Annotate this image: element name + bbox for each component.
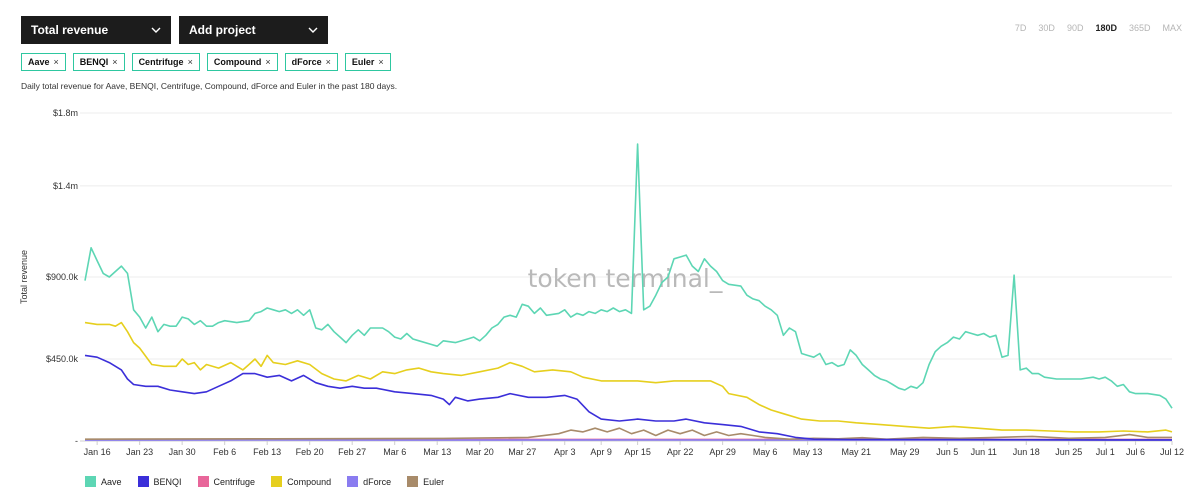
- y-tick-label: -: [75, 436, 78, 446]
- x-tick-label: Apr 3: [554, 447, 576, 457]
- legend-item-benqi[interactable]: BENQI: [137, 476, 182, 487]
- x-tick-label: May 21: [841, 447, 871, 457]
- x-tick-label: Jun 25: [1055, 447, 1082, 457]
- legend-item-aave[interactable]: Aave: [85, 476, 122, 487]
- chip-label: Euler: [351, 57, 375, 67]
- x-tick-label: Apr 22: [667, 447, 694, 457]
- close-icon[interactable]: ×: [325, 57, 331, 67]
- revenue-line-chart: token terminal_ - $450.0k $900.0k $1.4m $1.8…: [19, 108, 1184, 457]
- x-tick-label: Mar 27: [508, 447, 536, 457]
- series-line-compound[interactable]: [84, 321, 1173, 433]
- x-tick-label: Mar 6: [383, 447, 406, 457]
- x-axis-ticks: Jan 16 Jan 23 Jan 30 Feb 6 Feb 13 Feb 20 Feb 2…: [84, 441, 1184, 457]
- x-tick-label: Jul 12: [1160, 447, 1184, 457]
- series-line-euler[interactable]: [84, 427, 1172, 441]
- series-lines: [84, 143, 1173, 441]
- chip-centrifuge[interactable]: Centrifuge ×: [131, 53, 200, 71]
- chip-label: Centrifuge: [138, 57, 184, 67]
- legend-swatch: [407, 476, 419, 487]
- chip-euler[interactable]: Euler ×: [344, 53, 391, 71]
- add-project-dropdown[interactable]: Add project: [179, 16, 328, 44]
- project-chips: Aave × BENQI × Centrifuge × Compound × dForc…: [21, 53, 391, 71]
- chip-aave[interactable]: Aave ×: [21, 53, 66, 71]
- x-tick-label: Jan 30: [169, 447, 196, 457]
- x-tick-label: Jun 11: [971, 447, 997, 457]
- x-tick-label: Jan 16: [84, 447, 111, 457]
- chip-dforce[interactable]: dForce ×: [284, 53, 338, 71]
- x-tick-label: Jan 23: [126, 447, 153, 457]
- close-icon[interactable]: ×: [53, 57, 59, 67]
- range-90d[interactable]: 90D: [1066, 23, 1084, 33]
- range-180d[interactable]: 180D: [1095, 23, 1117, 33]
- close-icon[interactable]: ×: [187, 57, 193, 67]
- x-tick-label: May 29: [890, 447, 920, 457]
- x-tick-label: Jun 18: [1013, 447, 1040, 457]
- x-tick-label: Apr 15: [624, 447, 651, 457]
- y-axis-ticks: - $450.0k $900.0k $1.4m $1.8m: [46, 108, 79, 446]
- add-project-label: Add project: [189, 23, 256, 37]
- x-tick-label: Feb 13: [253, 447, 281, 457]
- y-tick-label: $1.8m: [53, 108, 78, 118]
- legend-label: Centrifuge: [213, 476, 256, 487]
- x-tick-label: Feb 6: [213, 447, 236, 457]
- legend-swatch: [137, 476, 149, 487]
- grid-lines: [80, 112, 1172, 442]
- y-tick-label: $450.0k: [46, 354, 79, 364]
- legend-label: Compound: [287, 476, 332, 487]
- legend-label: dForce: [363, 476, 392, 487]
- chip-label: dForce: [291, 57, 322, 67]
- legend-swatch: [85, 476, 96, 487]
- legend-swatch: [197, 476, 209, 487]
- range-7d[interactable]: 7D: [1014, 23, 1027, 33]
- chevron-down-icon: [151, 27, 161, 33]
- close-icon[interactable]: ×: [378, 57, 384, 67]
- x-tick-label: Apr 29: [709, 447, 736, 457]
- y-tick-label: $900.0k: [46, 272, 79, 282]
- series-line-benqi[interactable]: [84, 354, 1172, 441]
- range-max[interactable]: MAX: [1162, 23, 1182, 33]
- x-tick-label: Jun 5: [936, 447, 958, 457]
- x-tick-label: Jul 1: [1096, 447, 1115, 457]
- legend-swatch: [347, 476, 359, 487]
- close-icon[interactable]: ×: [112, 57, 118, 67]
- x-tick-label: Apr 9: [590, 447, 612, 457]
- x-tick-label: Jul 6: [1126, 447, 1145, 457]
- series-line-aave[interactable]: [84, 143, 1173, 409]
- legend-item-compound[interactable]: Compound: [271, 476, 331, 487]
- chip-label: BENQI: [79, 57, 109, 67]
- x-tick-label: May 13: [793, 447, 823, 457]
- legend-item-euler[interactable]: Euler: [407, 476, 444, 487]
- watermark: token terminal_: [528, 264, 723, 293]
- time-range-selector: 7D 30D 90D 180D 365D MAX: [1009, 23, 1188, 33]
- y-tick-label: $1.4m: [53, 181, 78, 191]
- legend-item-dforce[interactable]: dForce: [347, 476, 391, 487]
- metric-dropdown-label: Total revenue: [31, 23, 109, 37]
- close-icon[interactable]: ×: [265, 57, 271, 67]
- x-tick-label: Mar 13: [423, 447, 451, 457]
- chip-compound[interactable]: Compound ×: [206, 53, 278, 71]
- chip-label: Aave: [28, 57, 50, 67]
- range-365d[interactable]: 365D: [1128, 23, 1151, 33]
- legend-label: Euler: [423, 476, 445, 487]
- legend-item-centrifuge[interactable]: Centrifuge: [197, 476, 256, 487]
- y-axis-label: Total revenue: [19, 250, 29, 304]
- chart-legend: Aave BENQI Centrifuge Compound dForce Eu…: [85, 476, 444, 487]
- metric-dropdown[interactable]: Total revenue: [21, 16, 171, 44]
- legend-swatch: [271, 476, 283, 487]
- chip-benqi[interactable]: BENQI ×: [72, 53, 125, 71]
- x-tick-label: Mar 20: [466, 447, 494, 457]
- legend-label: BENQI: [153, 476, 182, 487]
- range-30d[interactable]: 30D: [1038, 23, 1055, 33]
- x-tick-label: Feb 20: [296, 447, 324, 457]
- x-tick-label: May 6: [753, 447, 778, 457]
- x-tick-label: Feb 27: [338, 447, 366, 457]
- legend-label: Aave: [101, 476, 122, 487]
- chip-label: Compound: [213, 57, 262, 67]
- chart-description: Daily total revenue for Aave, BENQI, Cen…: [21, 81, 398, 91]
- chevron-down-icon: [308, 27, 318, 33]
